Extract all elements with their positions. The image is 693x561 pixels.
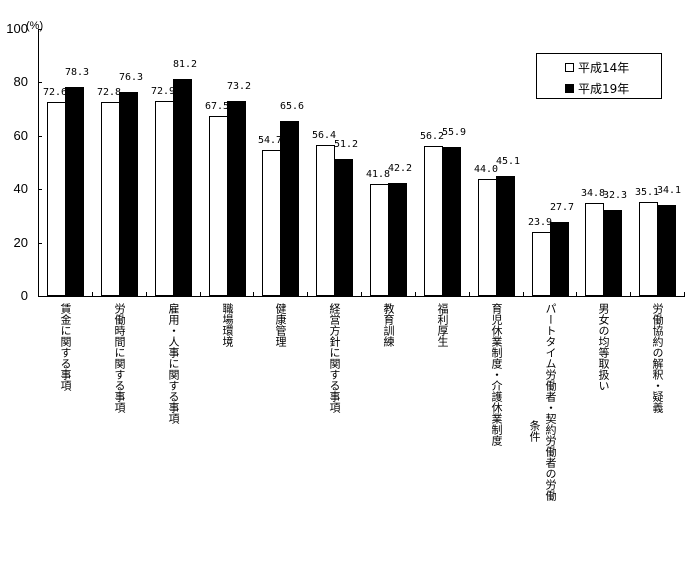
x-tick	[361, 292, 362, 296]
category-label: 健康管理	[274, 303, 287, 347]
bar-h14	[532, 232, 551, 296]
category-label: 労働時間に関する事項	[113, 303, 126, 413]
x-tick	[415, 292, 416, 296]
x-axis	[38, 296, 685, 297]
legend-label: 平成19年	[578, 82, 630, 96]
x-tick	[253, 292, 254, 296]
category-label: 育児休業制度・介護休業制度	[490, 303, 503, 446]
value-label: 65.6	[280, 101, 305, 112]
bar-h14	[316, 145, 335, 296]
bar-h19	[496, 176, 515, 296]
value-label: 35.1	[635, 187, 660, 198]
value-label: 44.0	[474, 164, 499, 175]
bar-h14	[47, 102, 66, 296]
value-label: 72.8	[97, 87, 122, 98]
y-tick	[38, 135, 42, 137]
legend: 平成14年 平成19年	[536, 53, 662, 99]
value-label: 78.3	[65, 67, 90, 78]
bar-h14	[424, 146, 443, 296]
value-label: 67.5	[205, 101, 230, 112]
category-label: 雇用・人事に関する事項	[167, 303, 180, 424]
value-label: 34.8	[581, 188, 606, 199]
value-label: 76.3	[119, 72, 144, 83]
bar-h14	[155, 101, 174, 296]
category-label: 賃金に関する事項	[59, 303, 72, 391]
y-axis-unit: (%)	[26, 20, 44, 32]
legend-label: 平成14年	[578, 61, 630, 75]
value-label: 42.2	[388, 163, 413, 174]
bar-h14	[639, 202, 658, 296]
bar-h14	[478, 179, 497, 296]
category-label: 経営方針に関する事項	[328, 303, 341, 413]
y-tick	[38, 82, 42, 84]
x-tick	[200, 292, 201, 296]
y-tick-label: 0	[20, 288, 28, 303]
x-tick	[630, 292, 631, 296]
bar-h14	[101, 102, 120, 296]
black-square-icon	[565, 84, 574, 93]
value-label: 45.1	[496, 156, 521, 167]
bar-h19	[603, 210, 622, 296]
category-label: 男女の均等取扱い	[597, 303, 610, 391]
bar-h14	[262, 150, 281, 296]
category-label: 教育訓練	[382, 303, 395, 347]
y-tick-label: 80	[13, 74, 28, 90]
category-label: 福利厚生	[436, 303, 449, 347]
value-label: 23.9	[528, 217, 553, 228]
value-label: 27.7	[550, 202, 575, 213]
category-label: 職場環境	[221, 303, 234, 347]
value-label: 73.2	[227, 81, 252, 92]
bar-h19	[388, 183, 407, 296]
y-tick-label: 60	[13, 127, 28, 143]
legend-item-h14: 平成14年	[565, 59, 629, 76]
y-tick	[38, 242, 42, 244]
legend-item-h19: 平成19年	[565, 80, 629, 97]
value-label: 56.4	[312, 130, 337, 141]
y-tick	[38, 29, 42, 30]
bar-h19	[657, 205, 676, 296]
category-label: パートタイム労働者・契約労働者の労働	[544, 303, 557, 501]
x-tick	[523, 292, 524, 296]
x-tick	[469, 292, 470, 296]
value-label: 54.7	[258, 135, 283, 146]
value-label: 81.2	[173, 59, 198, 70]
bar-h19	[280, 121, 299, 296]
value-label: 32.3	[603, 190, 628, 201]
bar-h19	[119, 92, 138, 296]
value-label: 56.2	[420, 131, 445, 142]
x-tick	[307, 292, 308, 296]
bar-h19	[550, 222, 569, 296]
x-tick	[576, 292, 577, 296]
white-square-icon	[565, 63, 574, 72]
category-label: 条件	[528, 420, 541, 442]
x-tick	[146, 292, 147, 296]
category-label: 労働協約の解釈・疑義	[651, 303, 664, 413]
bar-h14	[209, 116, 228, 296]
x-tick	[684, 292, 685, 296]
bar-h14	[585, 203, 604, 296]
y-tick-label: 20	[13, 234, 28, 250]
value-label: 72.6	[43, 87, 68, 98]
bar-h19	[173, 79, 192, 296]
bar-h19	[227, 101, 246, 296]
bar-h19	[442, 147, 461, 296]
value-label: 34.1	[657, 185, 682, 196]
x-tick	[92, 292, 93, 296]
y-axis	[38, 29, 39, 296]
bar-h19	[334, 159, 353, 296]
y-tick-label: 100	[6, 21, 28, 36]
value-label: 51.2	[334, 139, 359, 150]
bar-h19	[65, 87, 84, 296]
value-label: 72.9	[151, 86, 176, 97]
y-tick	[38, 189, 42, 191]
y-tick-label: 40	[13, 181, 28, 197]
bar-h14	[370, 184, 389, 296]
value-label: 55.9	[442, 127, 467, 138]
value-label: 41.8	[366, 169, 391, 180]
